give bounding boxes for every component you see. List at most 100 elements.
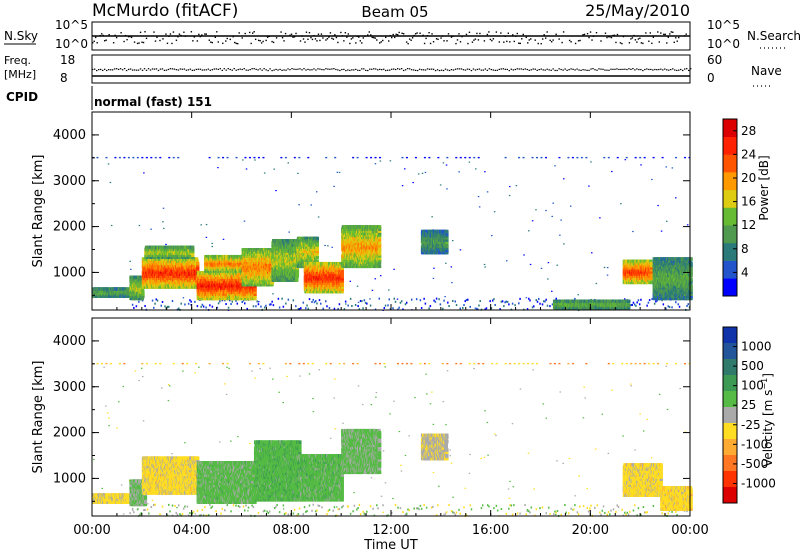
ground-scatter-point [221,299,224,302]
nave-point [396,68,399,70]
nave-point [269,68,271,70]
noise-point [458,171,460,173]
nsearch-point [398,31,400,34]
ground-scatter-point [229,299,231,302]
echo-cell [211,283,215,288]
ground-scatter-point [630,304,632,307]
nsearch-point [610,36,613,39]
nave-point [187,69,190,71]
ground-scatter-point [241,301,243,304]
ground-scatter-point [459,307,462,310]
nave-point [436,69,439,71]
nave-point [544,69,546,71]
nsearch-point [367,34,369,36]
nave-point [195,68,198,71]
nave-point [217,68,219,70]
nsearch-point [311,38,314,41]
nave-point [402,69,405,72]
nsearch-point [606,36,608,39]
ground-scatter-point [415,298,418,301]
nave-point [165,69,168,71]
ground-scatter-point [463,304,465,307]
echo-cell [253,288,257,292]
ground-scatter-point [362,307,364,310]
noise-point [404,168,406,170]
ground-scatter-point [200,305,202,308]
nave-point [558,68,560,70]
noise-point [484,266,486,268]
nave-point [650,68,652,71]
nsearch-point [664,33,666,36]
nsearch-point [133,41,136,43]
nave-point [281,69,283,71]
nave-point [329,68,331,70]
nsearch-point [347,33,350,35]
ground-scatter-point [189,299,191,302]
nsearch-point [414,33,417,35]
nave-point [680,68,682,71]
nsearch-point [93,40,95,42]
ground-scatter-point [217,302,220,305]
nave-point [117,68,120,71]
nave-point [534,68,536,70]
nsearch-point [570,41,572,43]
echo-cell [145,270,149,274]
noise-point [444,296,446,298]
nsearch-point [346,36,348,38]
freq-label: Freq. [4,54,31,67]
ground-scatter-point [462,306,464,309]
nsearch-point [465,33,468,36]
noise-point [245,168,248,170]
ground-scatter-point [668,306,671,309]
ground-scatter-point [675,301,677,304]
nave-point [434,69,437,72]
echo-cell [108,287,112,291]
ground-scatter-point [455,304,458,307]
noise-point [529,263,532,266]
ground-scatter-point [300,307,302,310]
ground-scatter-point [400,300,403,303]
nave-point [235,69,237,71]
noise-point [310,204,313,206]
ground-scatter-point [271,300,273,303]
nave-point [97,68,100,71]
nave-point [95,69,98,72]
echo-cell [187,247,191,252]
nave-point [309,69,311,71]
nsearch-point [193,36,196,38]
nave-point [379,68,381,70]
nsearch-point [234,41,236,44]
nave-point [159,68,162,70]
noise-point [369,298,371,300]
nsearch-point [544,37,547,39]
nsearch-point [301,35,303,37]
nave-point [618,68,620,71]
noise-point [333,185,335,188]
nsearch-point [491,39,493,42]
nsearch-point [198,33,200,36]
nsearch-point [649,32,652,34]
nave-point [648,68,650,71]
range-gate-point [208,156,211,159]
echo-cell [218,292,223,296]
ground-scatter-point [281,297,283,300]
range-gate-point [580,156,583,159]
nave-point [578,69,580,71]
nsearch-point [268,35,270,38]
nsearch-point [540,42,542,45]
ground-scatter-point [500,300,503,303]
nave-point [137,69,140,71]
noise-point [242,159,244,161]
nsearch-point [592,35,595,38]
nave-point [470,69,473,72]
nsearch-point [391,36,393,39]
nsearch-point [108,33,110,36]
ground-scatter-point [326,305,328,308]
ground-scatter-point [231,300,234,303]
noise-point [389,160,392,162]
nave-point [492,69,495,71]
noise-point [590,161,592,163]
nave-point [113,68,116,70]
nave-point [273,69,275,71]
nave-point [207,68,210,70]
